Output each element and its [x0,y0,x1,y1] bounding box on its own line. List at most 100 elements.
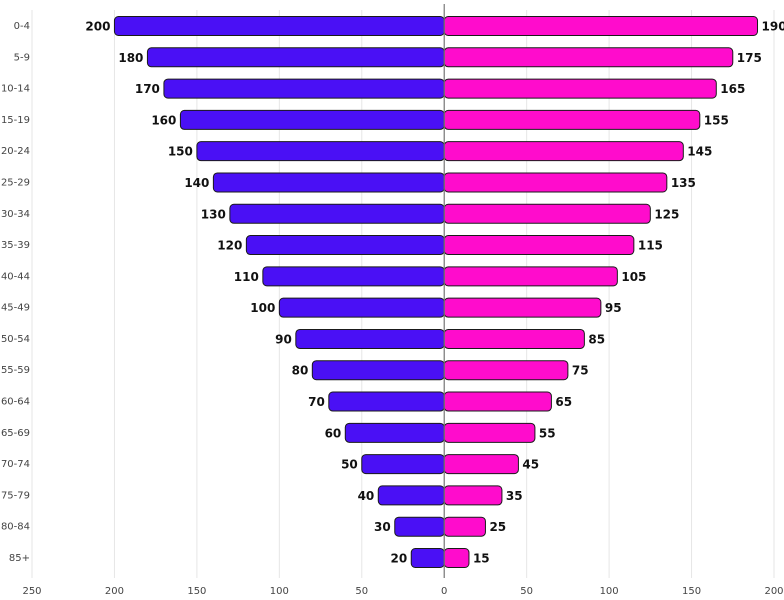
x-tick-label: 100 [270,586,289,597]
value-label: 165 [720,82,745,96]
bar [278,297,445,318]
x-tick-label: 200 [764,586,783,597]
y-tick-label: 20-24 [1,146,30,157]
bar [443,47,734,68]
value-label: 90 [275,332,292,346]
y-tick-label: 40-44 [1,271,30,282]
x-tick-label: 50 [355,586,368,597]
bar [443,266,618,287]
value-label: 180 [118,51,143,65]
x-tick-label: 100 [600,586,619,597]
bar [295,328,445,349]
bar [212,172,445,193]
bar [113,16,445,36]
y-tick-label: 25-29 [1,177,30,188]
value-label: 80 [292,364,309,378]
y-tick-label: 75-79 [1,490,30,501]
bar [146,47,445,68]
value-label: 140 [184,176,209,190]
y-tick-label: 45-49 [1,303,30,314]
value-label: 105 [621,270,646,284]
y-tick-label: 65-69 [1,428,30,439]
bar [328,391,445,412]
value-label: 120 [217,239,242,253]
value-label: 85 [588,332,605,346]
bar [361,454,445,475]
x-tick-label: 0 [441,586,447,597]
bar [443,16,759,36]
value-label: 150 [168,145,193,159]
value-label: 30 [374,520,391,534]
bar [377,485,445,506]
value-label: 60 [325,426,342,440]
value-label: 20 [391,552,408,566]
value-label: 160 [151,113,176,127]
value-label: 125 [654,207,679,221]
bar [443,328,585,349]
bar [196,141,445,162]
y-tick-label: 15-19 [1,115,30,126]
value-label: 45 [522,458,539,472]
bar [245,235,445,256]
value-label: 135 [671,176,696,190]
x-tick-label: 150 [682,586,701,597]
bar [443,485,503,506]
bar [443,141,684,162]
value-label: 35 [506,489,523,503]
value-label: 155 [704,113,729,127]
bar [262,266,445,287]
bar [443,454,519,475]
value-label: 170 [135,82,160,96]
value-label: 145 [687,145,712,159]
bar [443,203,651,224]
value-label: 55 [539,426,556,440]
value-label: 175 [737,51,762,65]
bar [443,109,701,130]
value-label: 110 [234,270,259,284]
bar [229,203,445,224]
x-tick-label: 150 [187,586,206,597]
y-tick-label: 10-14 [1,84,30,95]
y-tick-label: 5-9 [14,52,30,63]
bar [443,422,536,443]
y-tick-label: 70-74 [1,459,30,470]
bar [443,172,668,193]
value-label: 65 [555,395,572,409]
value-label: 115 [638,239,663,253]
y-tick-label: 50-54 [1,334,30,345]
bar [344,422,445,443]
value-label: 190 [762,20,784,34]
value-label: 15 [473,552,490,566]
y-tick-label: 0-4 [14,21,30,32]
value-label: 100 [250,301,275,315]
value-label: 130 [201,207,226,221]
x-tick-label: 200 [105,586,124,597]
bar [311,360,445,381]
value-label: 200 [85,20,110,34]
y-tick-label: 30-34 [1,209,30,220]
bar [410,548,445,568]
y-tick-label: 60-64 [1,397,30,408]
bar [443,548,470,568]
value-label: 95 [605,301,622,315]
value-label: 25 [489,520,506,534]
value-label: 75 [572,364,589,378]
bar [443,360,569,381]
value-label: 70 [308,395,325,409]
y-tick-label: 80-84 [1,522,30,533]
x-tick-label: 250 [22,586,41,597]
x-tick-label: 50 [520,586,533,597]
bar [443,297,602,318]
bar [179,109,445,130]
bar [394,516,445,537]
value-label: 40 [358,489,375,503]
y-tick-label: 35-39 [1,240,30,251]
bar [163,78,445,99]
y-tick-label: 85+ [9,553,30,564]
bar [443,516,486,537]
y-tick-label: 55-59 [1,365,30,376]
value-label: 50 [341,458,358,472]
bar [443,391,552,412]
bar [443,78,717,99]
